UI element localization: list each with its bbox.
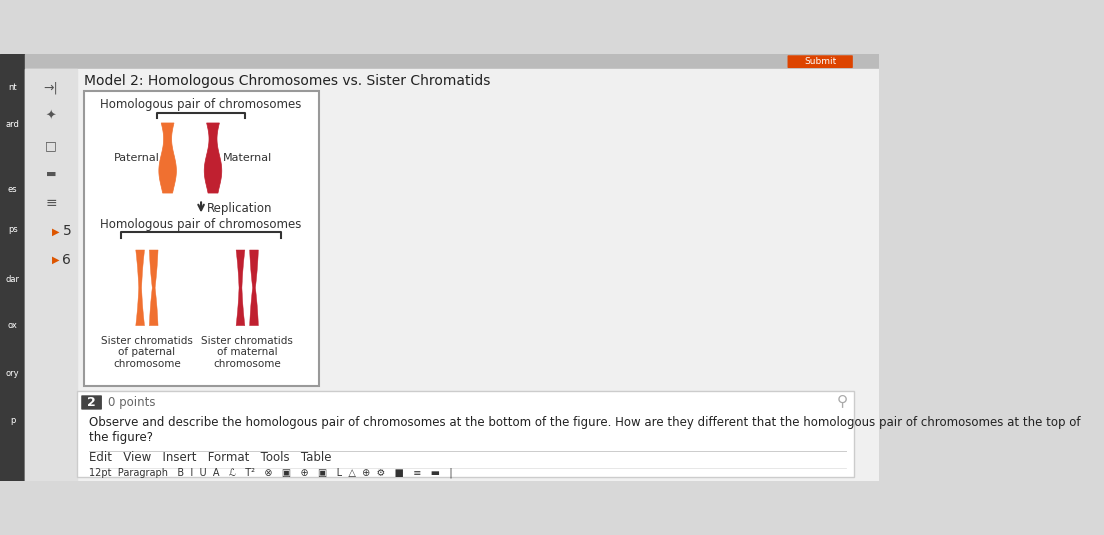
Text: Maternal: Maternal <box>223 153 273 163</box>
Polygon shape <box>136 250 145 326</box>
Bar <box>25 69 77 480</box>
Text: □: □ <box>45 139 56 152</box>
Text: ps: ps <box>8 225 18 234</box>
Bar <box>77 391 853 477</box>
FancyBboxPatch shape <box>787 55 852 68</box>
Text: ≡: ≡ <box>45 196 56 210</box>
Text: ox: ox <box>8 320 18 330</box>
Text: 5: 5 <box>63 224 72 238</box>
Text: 0 points: 0 points <box>108 396 156 409</box>
Text: Model 2: Homologous Chromosomes vs. Sister Chromatids: Model 2: Homologous Chromosomes vs. Sist… <box>84 74 490 88</box>
Bar <box>84 91 319 386</box>
Text: ▶: ▶ <box>52 226 60 236</box>
Text: Homologous pair of chromosomes: Homologous pair of chromosomes <box>100 98 301 111</box>
Text: p: p <box>10 416 15 425</box>
Text: ory: ory <box>6 369 20 378</box>
Text: ▶: ▶ <box>52 255 60 265</box>
Text: es: es <box>8 185 18 194</box>
Text: ✦: ✦ <box>45 110 56 123</box>
Text: 6: 6 <box>63 253 72 267</box>
Text: 12pt  Paragraph   B  I  U  A   ℒ   T²   ⊗   ▣   ⊕   ▣   L  △  ⊕  ⚙   ■   ≡   ▬  : 12pt Paragraph B I U A ℒ T² ⊗ ▣ ⊕ ▣ L △ … <box>89 467 453 478</box>
Bar <box>0 55 25 480</box>
Text: Sister chromatids
of maternal
chromosome: Sister chromatids of maternal chromosome <box>201 335 294 369</box>
Text: Sister chromatids
of paternal
chromosome: Sister chromatids of paternal chromosome <box>100 335 193 369</box>
Text: dar: dar <box>6 274 20 284</box>
Text: →|: →| <box>43 81 59 95</box>
Polygon shape <box>236 250 245 326</box>
Text: Submit: Submit <box>804 57 837 66</box>
Text: ard: ard <box>6 120 20 129</box>
Polygon shape <box>250 250 258 326</box>
Text: Replication: Replication <box>206 202 273 215</box>
Text: Observe and describe the homologous pair of chromosomes at the bottom of the fig: Observe and describe the homologous pair… <box>89 416 1081 444</box>
FancyBboxPatch shape <box>82 395 102 410</box>
Text: nt: nt <box>9 83 17 93</box>
Text: ▬: ▬ <box>45 169 56 179</box>
Text: ⚲: ⚲ <box>837 393 848 408</box>
Polygon shape <box>159 123 177 193</box>
Text: Paternal: Paternal <box>114 153 160 163</box>
Polygon shape <box>149 250 158 326</box>
Bar <box>25 55 879 69</box>
Text: 2: 2 <box>87 396 96 409</box>
Polygon shape <box>204 123 222 193</box>
Text: Edit   View   Insert   Format   Tools   Table: Edit View Insert Format Tools Table <box>89 451 331 464</box>
Text: Homologous pair of chromosomes: Homologous pair of chromosomes <box>100 218 301 231</box>
